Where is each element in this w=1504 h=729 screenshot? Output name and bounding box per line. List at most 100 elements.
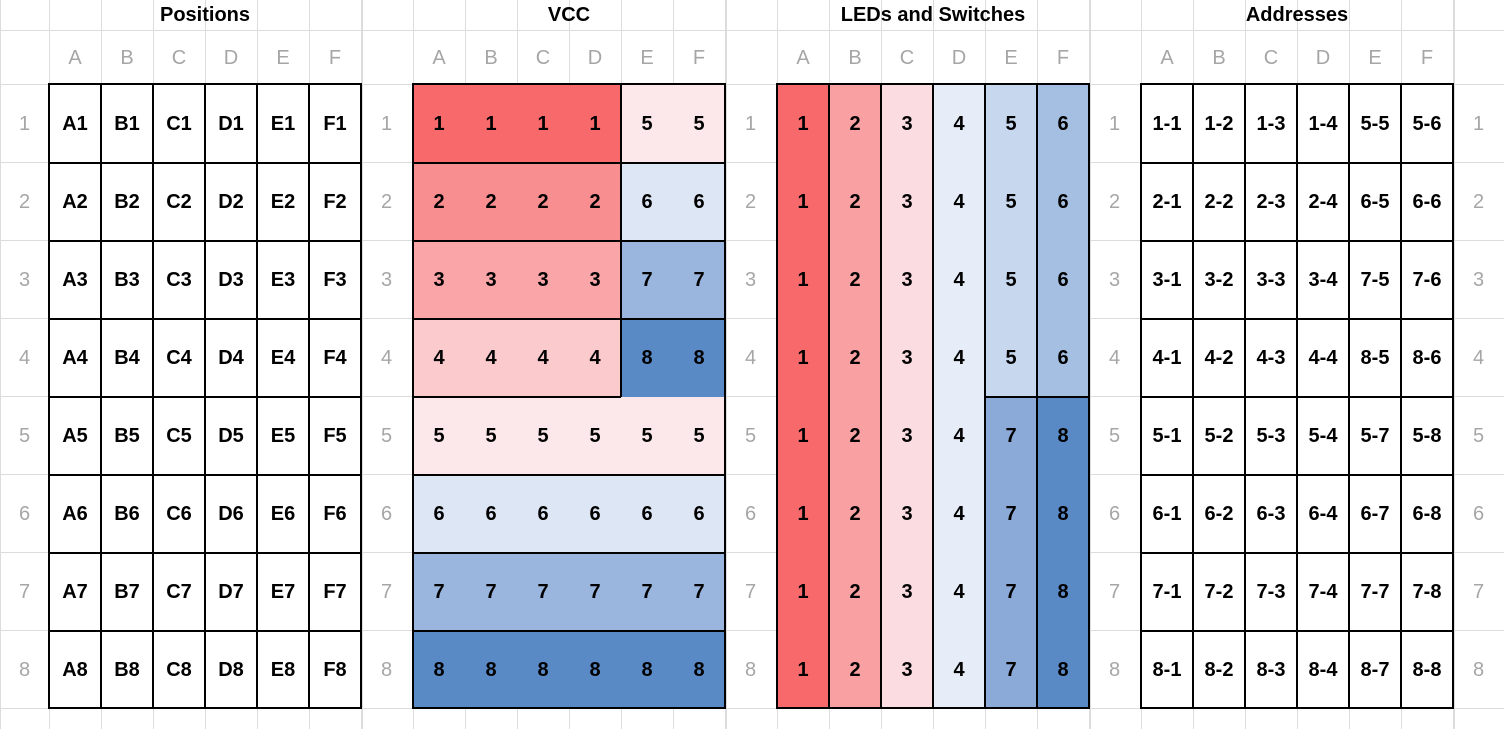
leds-cell[interactable]: 8 xyxy=(1037,553,1089,631)
addresses-cell[interactable]: 7-5 xyxy=(1349,241,1401,319)
row-header[interactable]: 5 xyxy=(744,424,757,447)
addresses-cell[interactable]: 5-6 xyxy=(1401,85,1453,163)
positions-cell[interactable]: F5 xyxy=(309,397,361,475)
positions-cell[interactable]: B3 xyxy=(101,241,153,319)
addresses-cell[interactable]: 7-6 xyxy=(1401,241,1453,319)
addresses-cell[interactable]: 4-2 xyxy=(1193,319,1245,397)
positions-cell[interactable]: F4 xyxy=(309,319,361,397)
vcc-cell[interactable]: 7 xyxy=(621,241,673,319)
vcc-cell[interactable]: 7 xyxy=(621,553,673,631)
vcc-cell[interactable]: 2 xyxy=(413,163,465,241)
addresses-cell[interactable]: 7-1 xyxy=(1141,553,1193,631)
positions-cell[interactable]: D7 xyxy=(205,553,257,631)
leds-cell[interactable]: 3 xyxy=(881,319,933,397)
leds-cell[interactable]: 4 xyxy=(933,631,985,709)
vcc-cell[interactable]: 5 xyxy=(621,397,673,475)
row-header[interactable]: 6 xyxy=(380,502,393,525)
addresses-cell[interactable]: 5-7 xyxy=(1349,397,1401,475)
leds-cell[interactable]: 6 xyxy=(1037,319,1089,397)
row-header[interactable]: 4 xyxy=(18,346,31,369)
vcc-cell[interactable]: 8 xyxy=(569,631,621,709)
addresses-cell[interactable]: 6-6 xyxy=(1401,163,1453,241)
positions-cell[interactable]: C4 xyxy=(153,319,205,397)
leds-cell[interactable]: 8 xyxy=(1037,475,1089,553)
column-header[interactable]: C xyxy=(899,46,915,69)
row-header[interactable]: 8 xyxy=(1472,658,1485,681)
positions-cell[interactable]: A2 xyxy=(49,163,101,241)
row-header[interactable]: 3 xyxy=(744,268,757,291)
vcc-cell[interactable]: 1 xyxy=(569,85,621,163)
addresses-cell[interactable]: 2-2 xyxy=(1193,163,1245,241)
leds-cell[interactable]: 2 xyxy=(829,319,881,397)
vcc-cell[interactable]: 5 xyxy=(621,85,673,163)
positions-cell[interactable]: E6 xyxy=(257,475,309,553)
positions-cell[interactable]: E3 xyxy=(257,241,309,319)
positions-cell[interactable]: F3 xyxy=(309,241,361,319)
positions-cell[interactable]: F8 xyxy=(309,631,361,709)
addresses-cell[interactable]: 2-3 xyxy=(1245,163,1297,241)
row-header[interactable]: 6 xyxy=(1108,502,1121,525)
vcc-cell[interactable]: 7 xyxy=(465,553,517,631)
column-header[interactable]: C xyxy=(1263,46,1279,69)
addresses-cell[interactable]: 8-1 xyxy=(1141,631,1193,709)
positions-cell[interactable]: E8 xyxy=(257,631,309,709)
leds-cell[interactable]: 5 xyxy=(985,163,1037,241)
leds-cell[interactable]: 3 xyxy=(881,163,933,241)
vcc-cell[interactable]: 6 xyxy=(465,475,517,553)
addresses-cell[interactable]: 8-8 xyxy=(1401,631,1453,709)
vcc-cell[interactable]: 5 xyxy=(413,397,465,475)
vcc-cell[interactable]: 7 xyxy=(673,553,725,631)
leds-cell[interactable]: 6 xyxy=(1037,85,1089,163)
leds-cell[interactable]: 3 xyxy=(881,631,933,709)
vcc-cell[interactable]: 2 xyxy=(465,163,517,241)
addresses-cell[interactable]: 4-3 xyxy=(1245,319,1297,397)
leds-cell[interactable]: 1 xyxy=(777,241,829,319)
row-header[interactable]: 1 xyxy=(1472,112,1485,135)
positions-cell[interactable]: D1 xyxy=(205,85,257,163)
row-header[interactable]: 1 xyxy=(744,112,757,135)
row-header[interactable]: 4 xyxy=(1472,346,1485,369)
row-header[interactable]: 3 xyxy=(1108,268,1121,291)
row-header[interactable]: 6 xyxy=(744,502,757,525)
vcc-cell[interactable]: 7 xyxy=(517,553,569,631)
leds-cell[interactable]: 5 xyxy=(985,319,1037,397)
row-header[interactable]: 8 xyxy=(744,658,757,681)
column-header[interactable]: D xyxy=(223,46,239,69)
vcc-cell[interactable]: 4 xyxy=(413,319,465,397)
leds-cell[interactable]: 3 xyxy=(881,553,933,631)
leds-cell[interactable]: 2 xyxy=(829,631,881,709)
positions-cell[interactable]: F7 xyxy=(309,553,361,631)
addresses-cell[interactable]: 8-3 xyxy=(1245,631,1297,709)
positions-cell[interactable]: B2 xyxy=(101,163,153,241)
row-header[interactable]: 4 xyxy=(744,346,757,369)
row-header[interactable]: 2 xyxy=(1108,190,1121,213)
vcc-cell[interactable]: 4 xyxy=(569,319,621,397)
vcc-cell[interactable]: 7 xyxy=(673,241,725,319)
column-header[interactable]: F xyxy=(1056,46,1070,69)
positions-cell[interactable]: A6 xyxy=(49,475,101,553)
column-header[interactable]: D xyxy=(1315,46,1331,69)
positions-cell[interactable]: B8 xyxy=(101,631,153,709)
addresses-cell[interactable]: 6-3 xyxy=(1245,475,1297,553)
column-header[interactable]: D xyxy=(587,46,603,69)
vcc-cell[interactable]: 1 xyxy=(517,85,569,163)
column-header[interactable]: B xyxy=(484,46,498,69)
vcc-cell[interactable]: 3 xyxy=(413,241,465,319)
positions-cell[interactable]: B4 xyxy=(101,319,153,397)
row-header[interactable]: 3 xyxy=(1472,268,1485,291)
vcc-cell[interactable]: 8 xyxy=(673,319,725,397)
vcc-cell[interactable]: 4 xyxy=(517,319,569,397)
row-header[interactable]: 7 xyxy=(1472,580,1485,603)
leds-cell[interactable]: 4 xyxy=(933,85,985,163)
leds-cell[interactable]: 7 xyxy=(985,553,1037,631)
vcc-cell[interactable]: 7 xyxy=(413,553,465,631)
addresses-cell[interactable]: 3-4 xyxy=(1297,241,1349,319)
positions-cell[interactable]: E5 xyxy=(257,397,309,475)
vcc-cell[interactable]: 6 xyxy=(673,475,725,553)
positions-cell[interactable]: D3 xyxy=(205,241,257,319)
addresses-cell[interactable]: 8-6 xyxy=(1401,319,1453,397)
addresses-cell[interactable]: 6-2 xyxy=(1193,475,1245,553)
vcc-cell[interactable]: 5 xyxy=(517,397,569,475)
addresses-cell[interactable]: 5-1 xyxy=(1141,397,1193,475)
addresses-cell[interactable]: 5-8 xyxy=(1401,397,1453,475)
